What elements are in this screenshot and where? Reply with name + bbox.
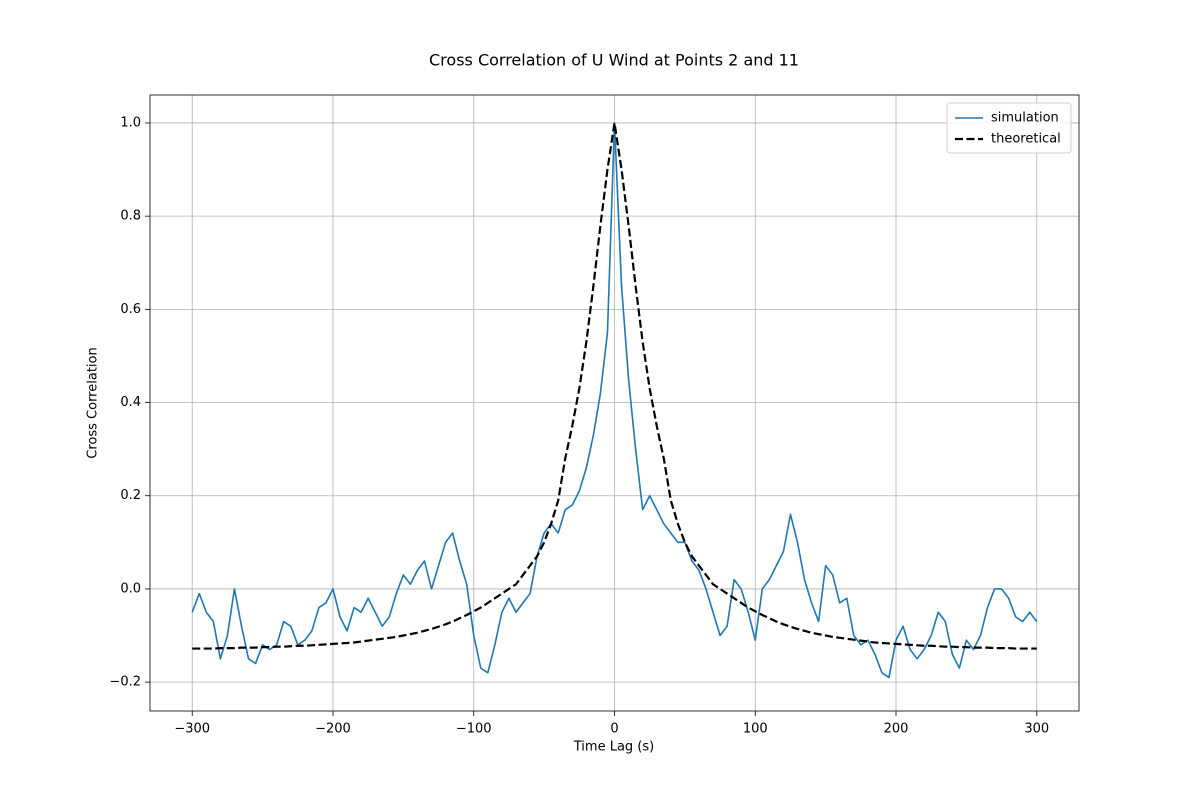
x-tick-label: −300 [174,722,210,737]
legend-label: simulation [991,111,1059,126]
x-tick-label: −100 [456,722,492,737]
y-tick-label: 0.2 [120,488,141,503]
y-tick-label: 0.4 [120,395,141,410]
legend-box [946,102,1072,154]
x-tick-label: 300 [1024,722,1049,737]
chart-title: Cross Correlation of U Wind at Points 2 … [429,51,799,70]
y-tick-label: 1.0 [120,115,141,130]
x-tick-label: 100 [743,722,768,737]
y-tick-label: 0.6 [120,302,141,317]
x-tick-label: 0 [610,722,618,737]
y-axis-label: Cross Correlation [86,347,101,458]
x-axis-label: Time Lag (s) [573,740,654,755]
y-tick-label: 0.0 [120,581,141,596]
x-tick-label: 200 [884,722,909,737]
legend-label: theoretical [991,132,1061,147]
x-tick-label: −200 [315,722,351,737]
series-line [192,121,1037,650]
y-tick-label: −0.2 [109,675,141,690]
y-tick-label: 0.8 [120,209,141,224]
plot-frame [149,94,1080,712]
series-line [191,122,1038,679]
